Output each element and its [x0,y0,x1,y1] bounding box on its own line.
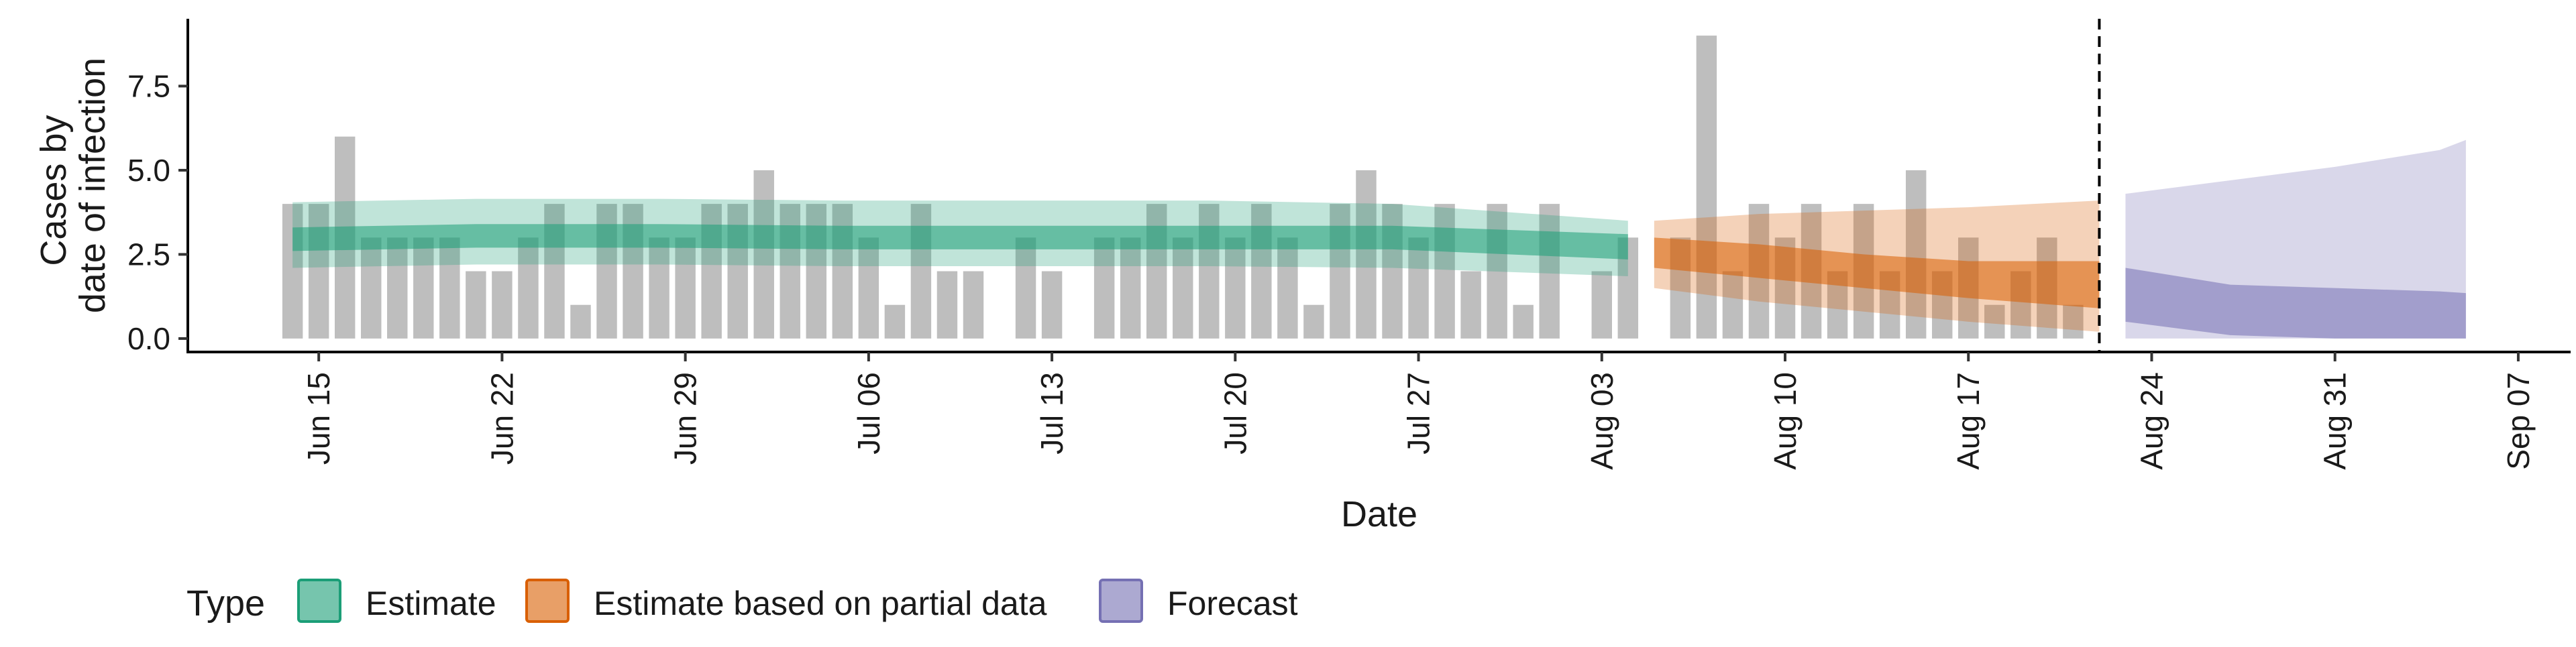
estimate-inner-band [292,224,1628,259]
legend-label-1: Estimate based on partial data [594,585,1047,622]
case-bar [884,304,906,339]
case-bar [963,271,984,339]
case-bar [1303,304,1324,339]
y-tick-label: 7.5 [127,68,170,103]
case-bar [1460,271,1481,339]
x-tick-label: Jun 29 [668,372,703,465]
case-bar [1722,271,1743,339]
x-tick-label: Jun 22 [484,372,519,465]
case-bar [675,237,696,339]
y-axis-title: Cases by date of infection [34,58,113,313]
y-axis-title-line-1: Cases by [34,115,74,266]
reported-cases-bars [282,36,2084,339]
x-tick-label: Aug 03 [1585,372,1619,470]
case-bar [1591,271,1613,339]
case-bar [518,237,539,339]
case-bar [2063,304,2084,339]
case-bar [1696,36,1717,339]
case-bar [1356,170,1377,339]
case-bar [1225,237,1246,339]
x-axis-title: Date [1341,494,1417,534]
case-bar [1120,237,1141,339]
case-bar [413,237,434,339]
case-bar [1015,237,1036,339]
x-tick-label: Aug 31 [2318,372,2353,470]
x-tick-label: Aug 17 [1951,372,1986,470]
legend: Type Estimate Estimate based on partial d… [186,579,1298,624]
x-tick-label: Jul 06 [851,372,886,455]
x-tick-label: Jul 13 [1034,372,1069,455]
case-bar [439,237,460,339]
x-tick-label: Jul 27 [1401,372,1436,455]
case-bar [361,237,382,339]
case-bar [753,170,774,339]
x-tick-label: Aug 10 [1768,372,1803,470]
case-bar [1041,271,1063,339]
case-bar [936,271,958,339]
axes: 0.0 2.5 5.0 7.5 Jun 15 Jun 22 Jun 29 Jul 06 Jul … [127,19,2571,470]
case-bar [1093,237,1115,339]
y-axis-title-line-2: date of infection [72,58,113,313]
case-bar [387,237,408,339]
case-bar [1408,237,1429,339]
forecast-inner-band [2125,268,2466,339]
legend-label-2: Forecast [1167,585,1298,622]
x-tick-label: Sep 07 [2501,372,2536,470]
x-tick-label: Jun 15 [301,372,336,465]
estimate-based-on-partial-data-inner-band [1654,237,2100,308]
case-bar [1434,204,1455,339]
case-bar [492,271,513,339]
case-bar [1513,304,1534,339]
x-tick-label: Aug 24 [2134,372,2169,470]
legend-label-0: Estimate [366,585,496,622]
case-bar [1487,204,1507,339]
legend-key-1 [525,579,570,623]
case-bar [1905,170,1927,339]
y-tick-label: 5.0 [127,153,170,188]
x-tick-label: Jul 20 [1218,372,1252,455]
case-bar [1539,204,1560,339]
y-tick-label: 0.0 [127,321,170,356]
case-bar [649,237,669,339]
case-bar [570,304,591,339]
case-bar [1984,304,2005,339]
legend-title: Type [186,583,265,624]
legend-key-2 [1099,579,1143,623]
case-bar [1277,237,1298,339]
legend-key-0 [297,579,341,623]
y-tick-label: 2.5 [127,237,170,272]
case-bar [308,204,329,339]
case-bar [466,271,486,339]
estimate-ribbons [292,19,2466,352]
case-bar [1173,237,1193,339]
case-bar [858,237,879,339]
case-bar [282,204,303,339]
